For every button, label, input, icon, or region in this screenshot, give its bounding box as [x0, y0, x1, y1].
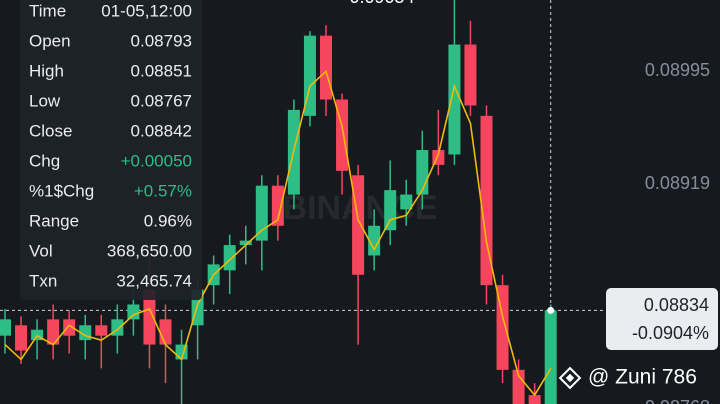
- candle-body: [480, 115, 493, 286]
- y-tick-label: 0.08919: [645, 173, 710, 193]
- info-panel: [20, 0, 202, 300]
- info-label: Range: [29, 211, 79, 230]
- info-value: 0.96%: [144, 211, 192, 230]
- candle-body: [63, 319, 76, 336]
- candle-body: [320, 35, 332, 100]
- candle-body: [127, 304, 140, 320]
- info-value: 32,465.74: [116, 271, 192, 290]
- candle-body: [528, 395, 541, 404]
- info-value: +0.57%: [134, 181, 192, 200]
- info-label: High: [29, 61, 64, 80]
- candle-body: [95, 325, 108, 336]
- high-label: 0.09054: [349, 0, 414, 7]
- candle-body: [544, 310, 557, 404]
- info-label: Time: [29, 1, 66, 20]
- candle-body: [159, 319, 172, 345]
- candle-body: [143, 289, 156, 345]
- overlay-text: @ Zuni 786: [588, 366, 697, 389]
- info-value: 0.08851: [131, 61, 192, 80]
- candle-body: [239, 240, 252, 246]
- price-box: [606, 288, 718, 350]
- info-label: Low: [29, 91, 61, 110]
- candle-body: [15, 325, 28, 351]
- candle-body: [223, 245, 236, 271]
- candle-body: [448, 44, 461, 155]
- info-panel-rows: Time 01-05,12:00 Open 0.08793 High 0.08851 Low…: [29, 1, 192, 290]
- last-dot: [547, 306, 555, 314]
- y-tick-label: 0.08768: [645, 397, 710, 404]
- candle-body: [384, 190, 397, 231]
- candle-body: [271, 185, 284, 226]
- info-label: Txn: [29, 271, 57, 290]
- last-change: -0.0904%: [632, 323, 709, 343]
- info-value: 368,650.00: [107, 241, 192, 260]
- candle-body: [416, 150, 429, 195]
- info-label: Vol: [29, 241, 53, 260]
- y-tick-label: 0.08995: [645, 60, 710, 80]
- info-value: 0.08767: [131, 91, 192, 110]
- candle-body: [496, 285, 509, 370]
- candle-body: [47, 319, 60, 345]
- info-label: %1$Chg: [29, 181, 94, 200]
- ma-line: [4, 69, 552, 397]
- candle-body: [0, 319, 11, 336]
- candle-body: [464, 44, 477, 106]
- candle-body: [368, 225, 381, 256]
- info-value: 01-05,12:00: [101, 1, 192, 20]
- info-label: Chg: [29, 151, 60, 170]
- candle-body: [352, 175, 365, 275]
- info-label: Close: [29, 121, 72, 140]
- info-value: 0.08842: [131, 121, 192, 140]
- info-label: Open: [29, 31, 71, 50]
- candle-body: [255, 185, 268, 241]
- last-price: 0.08834: [644, 295, 709, 315]
- info-value: +0.00050: [121, 151, 192, 170]
- candle-body: [400, 194, 413, 210]
- info-value: 0.08793: [131, 31, 192, 50]
